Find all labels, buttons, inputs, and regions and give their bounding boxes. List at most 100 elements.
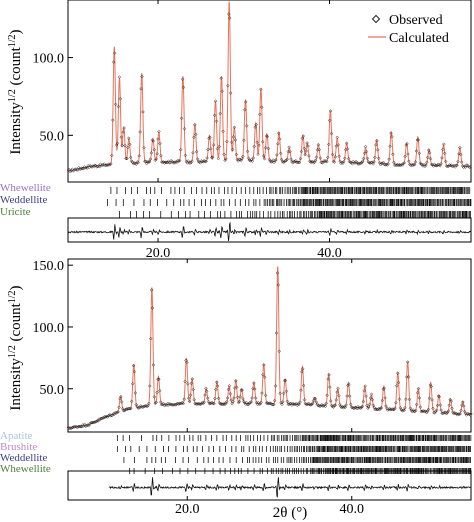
observed-point bbox=[370, 398, 375, 402]
observed-point bbox=[258, 112, 262, 117]
observed-point bbox=[285, 157, 290, 162]
observed-point bbox=[122, 408, 127, 413]
observed-point bbox=[204, 159, 208, 164]
observed-point bbox=[330, 152, 335, 157]
bottom-ylabel-sup: 1/2 bbox=[7, 345, 18, 358]
observed-point bbox=[336, 143, 340, 147]
observed-point bbox=[293, 159, 297, 164]
observed-point bbox=[132, 161, 137, 165]
observed-point bbox=[232, 125, 237, 130]
observed-point bbox=[73, 424, 78, 429]
observed-point bbox=[329, 399, 333, 403]
observed-point bbox=[328, 385, 332, 389]
observed-point bbox=[95, 419, 100, 423]
observed-point bbox=[93, 163, 97, 168]
observed-point bbox=[288, 401, 292, 406]
observed-point bbox=[362, 389, 366, 393]
observed-point bbox=[265, 134, 270, 139]
observed-point bbox=[395, 383, 399, 388]
observed-point bbox=[178, 147, 183, 152]
observed-point bbox=[341, 405, 346, 410]
legend-calculated-label: Calculated bbox=[389, 31, 449, 46]
observed-point bbox=[242, 138, 246, 143]
observed-point bbox=[250, 159, 255, 163]
observed-point bbox=[407, 397, 412, 402]
observed-point bbox=[205, 396, 210, 400]
observed-point bbox=[445, 410, 450, 415]
observed-point bbox=[71, 169, 75, 173]
observed-point bbox=[238, 395, 243, 399]
observed-point bbox=[170, 159, 174, 164]
observed-point bbox=[203, 393, 207, 397]
observed-point bbox=[447, 403, 452, 407]
observed-point bbox=[249, 400, 253, 404]
observed-point bbox=[148, 384, 152, 388]
observed-point bbox=[379, 406, 384, 410]
observed-point bbox=[251, 156, 256, 160]
observed-point bbox=[203, 159, 207, 164]
observed-point bbox=[225, 396, 230, 400]
observed-point bbox=[152, 147, 157, 152]
observed-point bbox=[425, 160, 429, 164]
observed-point bbox=[201, 160, 206, 164]
observed-point bbox=[185, 360, 189, 365]
top-ylabel-sup: 1/2 bbox=[7, 89, 18, 102]
observed-point bbox=[206, 147, 210, 152]
observed-point bbox=[75, 168, 79, 172]
x-tick-label: 20.0 bbox=[175, 502, 200, 517]
observed-point bbox=[393, 406, 397, 410]
observed-point bbox=[225, 139, 229, 144]
observed-point bbox=[192, 135, 196, 140]
observed-point bbox=[345, 147, 350, 151]
observed-point bbox=[301, 134, 306, 138]
observed-point bbox=[158, 388, 162, 393]
observed-point bbox=[343, 156, 347, 161]
observed-point bbox=[111, 118, 115, 122]
observed-point bbox=[359, 405, 364, 410]
observed-point bbox=[146, 160, 151, 164]
observed-point bbox=[177, 158, 182, 163]
top-phase-ticks bbox=[107, 187, 472, 218]
observed-point bbox=[285, 399, 290, 404]
observed-point bbox=[385, 163, 389, 167]
y-tick-label: 150.0 bbox=[33, 259, 65, 274]
observed-point bbox=[223, 158, 227, 163]
observed-point bbox=[205, 389, 209, 394]
observed-point bbox=[160, 402, 165, 407]
observed-point bbox=[115, 410, 120, 415]
observed-point bbox=[228, 91, 233, 95]
observed-point bbox=[430, 398, 434, 402]
observed-point bbox=[444, 411, 449, 416]
bottom-yticks: 50.0 100.0 150.0 bbox=[33, 259, 73, 398]
observed-point bbox=[110, 153, 114, 158]
observed-point bbox=[154, 400, 158, 405]
observed-point bbox=[264, 401, 269, 405]
observed-point bbox=[346, 383, 350, 388]
observed-point bbox=[395, 371, 400, 375]
observed-point bbox=[151, 139, 156, 143]
observed-point bbox=[441, 147, 445, 152]
observed-point bbox=[365, 403, 369, 408]
observed-point bbox=[237, 157, 241, 161]
observed-point bbox=[328, 109, 333, 113]
observed-point bbox=[143, 404, 148, 408]
observed-point bbox=[147, 159, 152, 164]
observed-point bbox=[424, 163, 428, 167]
observed-point bbox=[119, 135, 124, 139]
observed-point bbox=[277, 349, 281, 354]
observed-point bbox=[124, 156, 128, 161]
observed-point bbox=[455, 413, 460, 417]
observed-point bbox=[119, 394, 123, 399]
observed-point bbox=[334, 398, 338, 402]
observed-point bbox=[458, 412, 462, 416]
observed-point bbox=[299, 388, 303, 392]
observed-point bbox=[404, 397, 408, 401]
observed-point bbox=[263, 145, 268, 150]
observed-point bbox=[369, 392, 374, 397]
observed-point bbox=[210, 155, 215, 159]
observed-point bbox=[317, 147, 322, 152]
bottom-xticks: 20.0 40.0 bbox=[175, 259, 364, 517]
observed-point bbox=[227, 384, 232, 388]
observed-point bbox=[215, 380, 219, 384]
observed-point bbox=[387, 157, 391, 161]
